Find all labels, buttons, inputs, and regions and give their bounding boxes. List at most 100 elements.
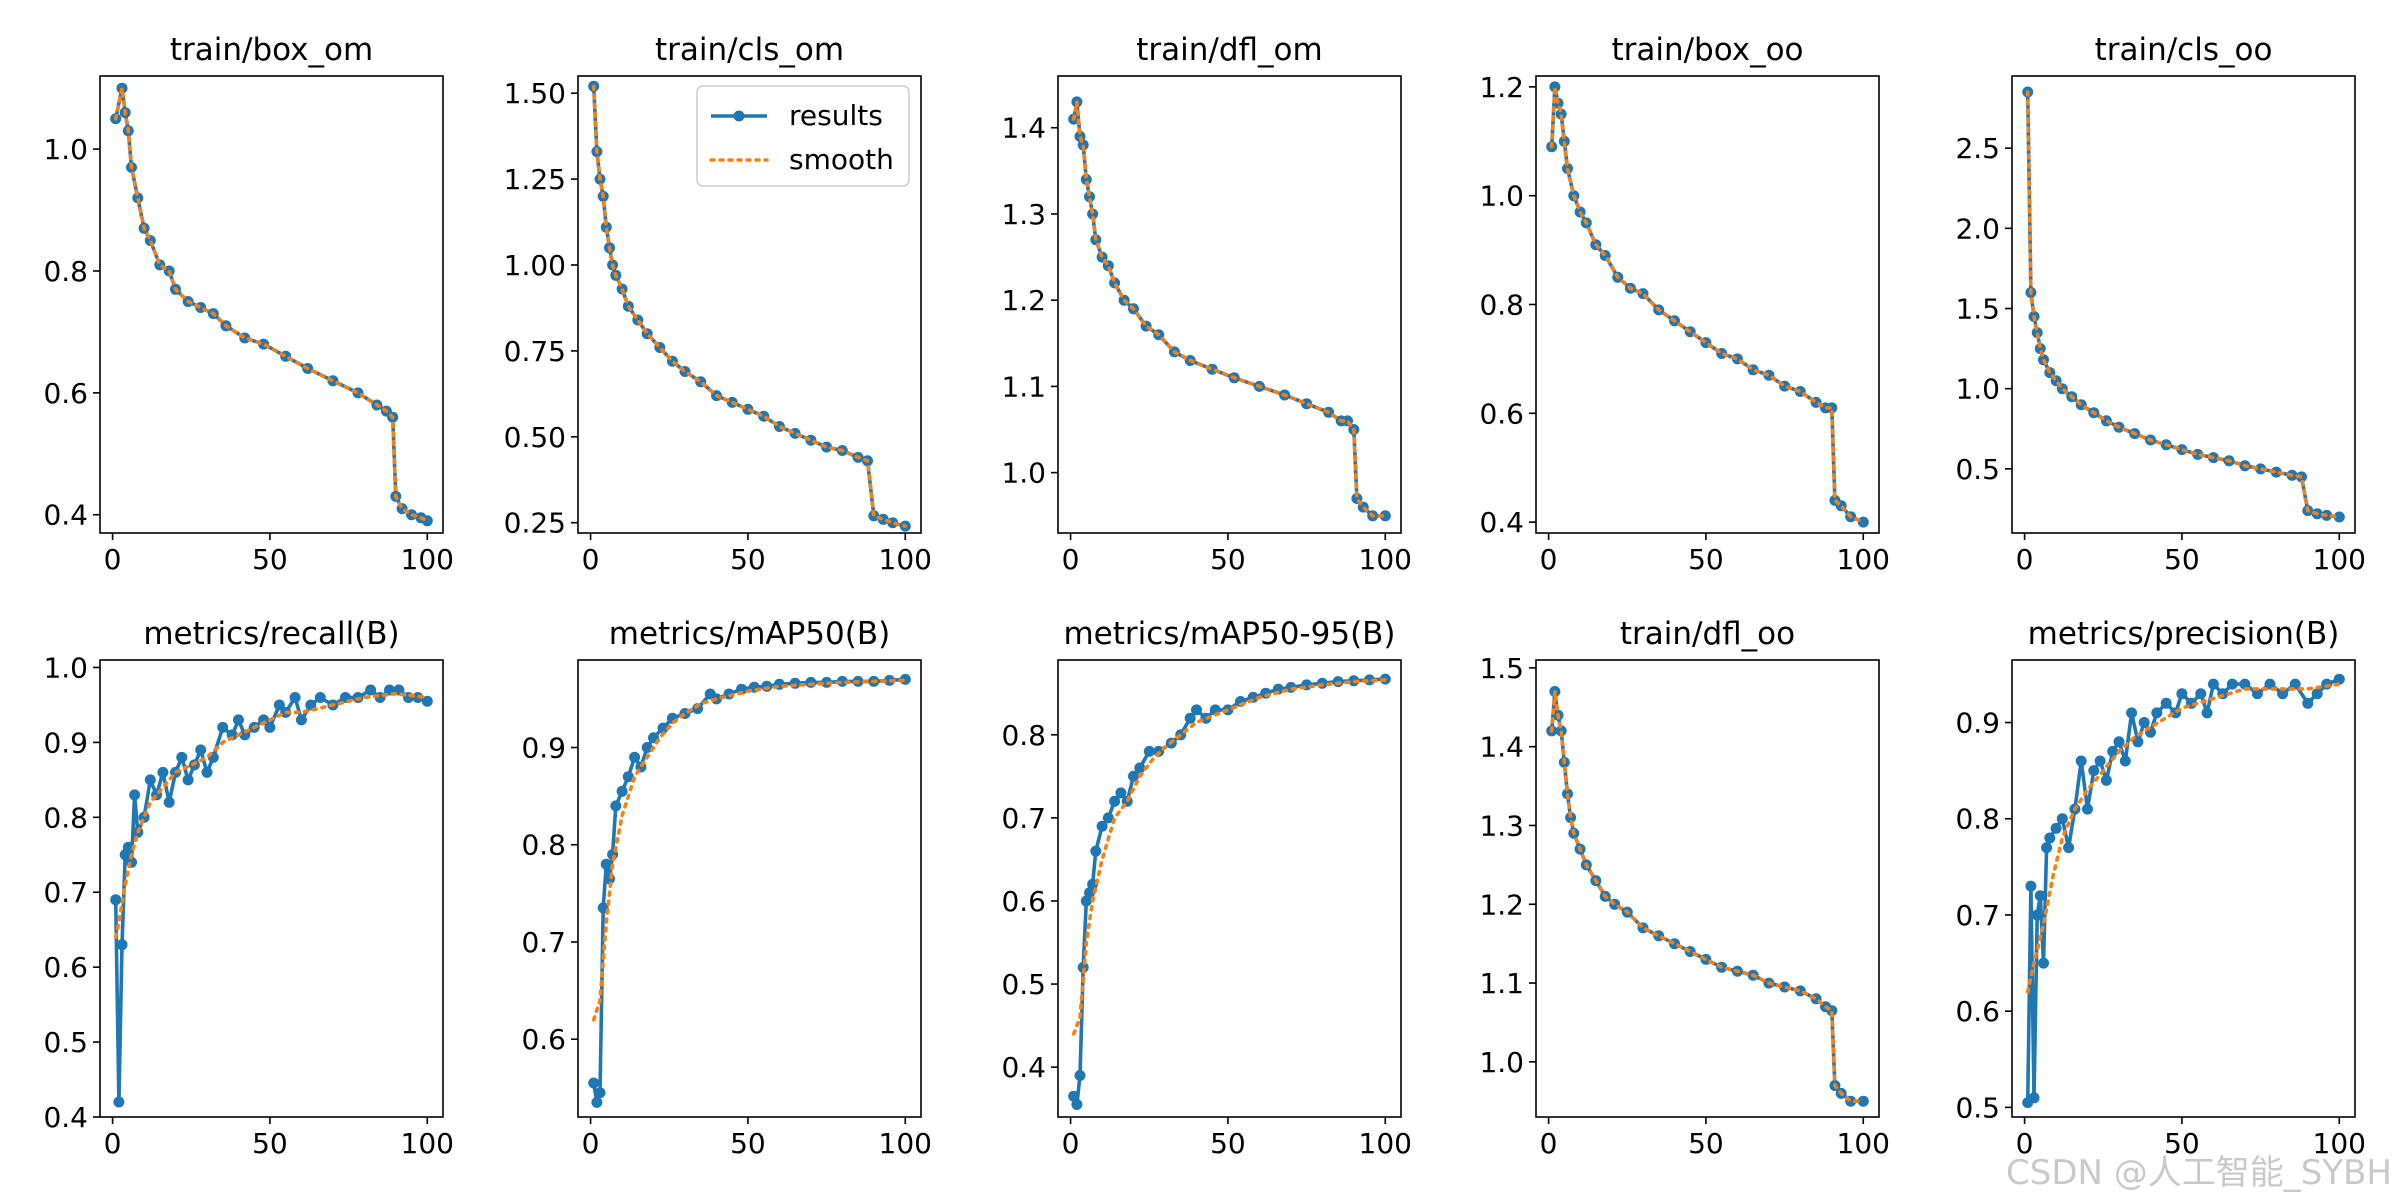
x-tick-label: 100 <box>1359 1127 1412 1160</box>
results-point <box>2195 688 2207 700</box>
results-point <box>1077 961 1089 973</box>
results-point <box>2207 678 2219 690</box>
results-point <box>2119 755 2131 767</box>
y-tick-label: 0.9 <box>521 732 566 765</box>
subplot-7: metrics/mAP50(B) 0 50 100 0.6 0.7 0.8 0.9 <box>521 616 932 1160</box>
subplot-title: train/dfl_oo <box>1620 616 1795 652</box>
results-point <box>2160 697 2172 709</box>
results-point <box>217 721 229 733</box>
results-point <box>2113 736 2125 748</box>
plot-area <box>110 684 433 1108</box>
smooth-line <box>1549 86 1866 524</box>
legend-smooth-label: smooth <box>789 143 894 176</box>
axes-frame <box>577 659 922 1118</box>
results-point <box>2056 813 2068 825</box>
smooth-line <box>1071 101 1388 518</box>
subplot-2: train/cls_om 0 50 100 0.25 0.50 0.75 1.00 1.25 1.… <box>504 32 932 576</box>
x-tick-label: 50 <box>1688 543 1724 576</box>
y-tick-label: 0.8 <box>1479 289 1524 322</box>
subplot-1: train/box_om 0 50 100 0.4 0.6 0.8 1.0 <box>43 32 454 576</box>
subplot-title: train/cls_oo <box>2095 32 2273 68</box>
y-tick-label: 0.6 <box>43 377 88 410</box>
smooth-line <box>1549 691 1866 1103</box>
subplot-9: train/dfl_oo 0 50 100 1.0 1.1 1.2 1.3 1.4 1.5 <box>1479 616 1890 1160</box>
results-point <box>2251 688 2263 700</box>
y-tick-label: 0.6 <box>521 1023 566 1056</box>
results-point <box>295 714 307 726</box>
y-tick-label: 1.2 <box>1479 888 1524 921</box>
x-tick-label: 0 <box>104 1127 122 1160</box>
results-point <box>1084 191 1095 203</box>
y-tick-label: 0.7 <box>1955 899 2000 932</box>
x-tick-label: 50 <box>252 1127 288 1160</box>
y-tick-label: 0.8 <box>521 829 566 862</box>
subplot-title: metrics/mAP50(B) <box>609 616 890 652</box>
y-tick-label: 0.25 <box>504 507 566 540</box>
plot-area <box>588 673 911 1108</box>
y-tick-label: 0.5 <box>1955 1091 2000 1124</box>
results-point <box>1109 795 1121 807</box>
y-tick-label: 0.5 <box>1955 453 2000 486</box>
results-point <box>2063 842 2075 854</box>
results-point <box>273 699 285 711</box>
results-point <box>113 1096 125 1108</box>
results-point <box>616 785 628 797</box>
y-tick-label: 0.6 <box>1955 995 2000 1028</box>
smooth-line <box>113 691 430 940</box>
axes-frame <box>2011 659 2356 1118</box>
y-tick-label: 0.75 <box>504 335 566 368</box>
y-tick-label: 1.2 <box>1001 284 1046 317</box>
results-line <box>2025 677 2340 1103</box>
subplot-title: train/box_oo <box>1611 32 1803 68</box>
x-tick-label: 50 <box>1210 543 1246 576</box>
results-point <box>314 692 326 703</box>
subplot-title: metrics/precision(B) <box>2028 616 2340 652</box>
results-point <box>1555 108 1567 120</box>
y-tick-label: 1.0 <box>43 651 88 684</box>
x-tick-label: 0 <box>1062 1127 1080 1160</box>
x-tick-label: 0 <box>1540 1127 1558 1160</box>
y-tick-label: 1.0 <box>1479 1046 1524 1079</box>
y-tick-label: 1.50 <box>504 77 566 110</box>
results-point <box>144 774 156 786</box>
results-line <box>591 677 906 1105</box>
y-tick-label: 0.5 <box>1001 968 1046 1001</box>
x-tick-label: 0 <box>2016 1127 2034 1160</box>
x-tick-label: 0 <box>104 543 122 576</box>
results-point <box>2201 707 2213 719</box>
results-line <box>1549 85 1865 524</box>
x-tick-label: 50 <box>1688 1127 1724 1160</box>
y-tick-label: 2.0 <box>1955 212 2000 245</box>
results-point <box>1090 845 1102 857</box>
axes-frame <box>577 75 922 534</box>
y-tick-label: 0.9 <box>1955 707 2000 740</box>
results-point <box>195 744 207 756</box>
smooth-line <box>591 84 908 528</box>
x-tick-label: 50 <box>730 543 766 576</box>
results-point <box>622 771 634 783</box>
results-point <box>132 192 144 204</box>
results-point <box>2126 707 2138 719</box>
results-point <box>2075 755 2087 767</box>
results-point <box>2041 842 2053 854</box>
legend-results-label: results <box>789 99 883 132</box>
x-tick-label: 50 <box>2164 1127 2200 1160</box>
results-point <box>116 939 128 951</box>
results-point <box>1096 820 1108 832</box>
results-point <box>2038 957 2049 969</box>
results-point <box>129 789 141 801</box>
results-point <box>2034 343 2046 355</box>
results-point <box>761 680 773 692</box>
y-tick-label: 2.5 <box>1955 132 2000 165</box>
y-tick-label: 0.7 <box>1001 802 1046 835</box>
axes-frame <box>99 75 444 534</box>
x-tick-label: 50 <box>2164 543 2200 576</box>
results-point <box>1080 174 1092 185</box>
results-point <box>264 721 276 733</box>
y-tick-label: 1.0 <box>1479 180 1524 213</box>
subplot-title: train/cls_om <box>655 32 844 68</box>
smooth-line <box>2025 682 2342 994</box>
results-point <box>157 766 169 778</box>
results-point <box>182 774 194 786</box>
results-point <box>2082 803 2093 815</box>
